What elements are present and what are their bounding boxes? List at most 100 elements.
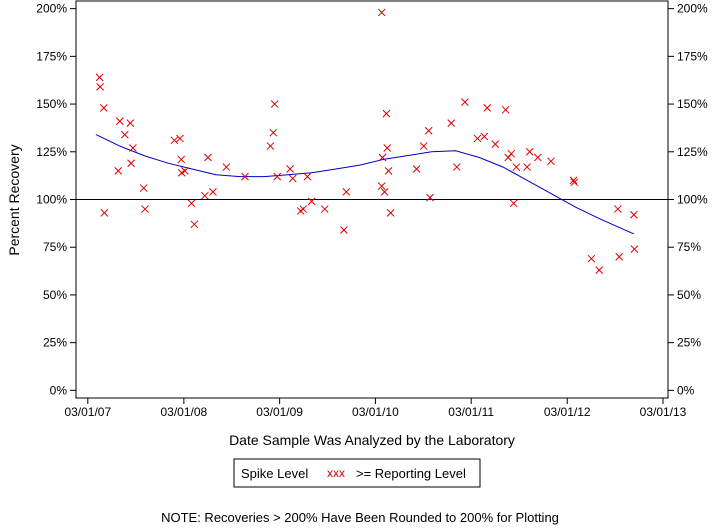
data-point <box>533 153 542 162</box>
y-tick-label-left: 75% <box>43 240 67 254</box>
y-tick-label-right: 25% <box>677 336 701 350</box>
legend: Spike Level xxx >= Reporting Level <box>233 458 481 488</box>
y-axis-left: 0% 25% 50% 75% 100% 125% 150% 175% 200% <box>36 2 76 397</box>
data-point <box>170 136 179 145</box>
data-point <box>99 104 108 112</box>
data-point <box>491 140 500 149</box>
data-point <box>587 254 596 263</box>
data-point <box>569 176 578 185</box>
data-point <box>241 172 249 181</box>
y-tick-label-left: 125% <box>36 145 67 159</box>
y-tick-label-right: 75% <box>677 240 701 254</box>
y-tick-label-right: 150% <box>677 97 708 111</box>
data-points <box>95 8 639 274</box>
data-point <box>426 193 434 202</box>
data-point <box>614 205 622 213</box>
data-point <box>483 104 492 112</box>
y-tick-label-right: 100% <box>677 193 708 207</box>
data-point <box>303 172 312 181</box>
data-point <box>181 167 189 175</box>
data-point <box>383 144 392 152</box>
data-point <box>424 126 433 135</box>
data-point <box>378 153 387 162</box>
data-point <box>114 167 123 175</box>
y-tick-label-right: 0% <box>677 383 695 397</box>
data-point <box>187 199 196 208</box>
data-point <box>382 109 391 118</box>
data-point <box>630 210 638 219</box>
data-point <box>96 83 104 91</box>
data-point <box>525 147 534 156</box>
x-tick-label: 03/01/13 <box>640 405 687 419</box>
x-tick-label: 03/01/12 <box>544 405 591 419</box>
data-point <box>452 163 461 171</box>
data-point <box>377 8 386 17</box>
y-tick-label-left: 50% <box>43 288 67 302</box>
data-point <box>200 191 209 200</box>
data-point <box>380 188 389 196</box>
data-point <box>523 163 531 171</box>
data-point <box>340 226 348 234</box>
data-point <box>480 132 489 141</box>
data-point <box>126 119 135 128</box>
y-tick-label-left: 150% <box>36 97 67 111</box>
data-point <box>139 184 148 192</box>
data-point <box>419 142 428 150</box>
x-tick-label: 03/01/07 <box>64 405 111 419</box>
data-point <box>222 163 231 171</box>
y-tick-label-right: 50% <box>677 288 701 302</box>
data-point <box>512 163 521 171</box>
note: NOTE: Recoveries > 200% Have Been Rounde… <box>161 510 559 525</box>
y-axis-title: Percent Recovery <box>6 144 22 255</box>
data-point <box>412 165 421 173</box>
legend-item-spike-level: Spike Level <box>241 466 308 481</box>
data-point <box>127 159 135 168</box>
y-axis-right: 0% 25% 50% 75% 100% 125% 150% 175% 200% <box>668 2 708 397</box>
x-axis: 03/01/07 03/01/08 03/01/09 03/01/10 03/01/11… <box>64 398 687 419</box>
data-point <box>176 134 184 143</box>
y-tick-label-left: 100% <box>36 193 67 207</box>
x-tick-label: 03/01/08 <box>160 405 207 419</box>
data-point <box>209 188 217 196</box>
data-point <box>377 182 386 190</box>
data-point <box>386 209 395 217</box>
data-point <box>177 155 186 164</box>
x-tick-label: 03/01/11 <box>448 405 494 419</box>
data-point <box>342 188 351 196</box>
data-point <box>141 205 149 213</box>
data-point <box>95 73 104 82</box>
trend-line <box>95 134 635 235</box>
y-tick-label-left: 200% <box>36 2 67 16</box>
data-point <box>501 105 510 114</box>
data-point <box>473 134 482 143</box>
data-point <box>570 178 579 187</box>
data-point <box>286 165 294 173</box>
data-point <box>129 144 137 152</box>
data-point <box>273 172 282 181</box>
data-point <box>509 199 518 208</box>
data-point <box>595 266 604 274</box>
data-point <box>507 149 516 158</box>
x-tick-label: 03/01/10 <box>352 405 399 419</box>
y-tick-label-left: 175% <box>36 49 67 63</box>
data-point <box>307 197 316 206</box>
data-point <box>630 245 639 253</box>
x-axis-title: Date Sample Was Analyzed by the Laborato… <box>229 432 515 448</box>
y-tick-label-left: 0% <box>50 383 68 397</box>
data-point <box>120 130 129 139</box>
data-point <box>100 209 109 217</box>
data-point <box>461 98 469 107</box>
y-tick-label-left: 25% <box>43 336 67 350</box>
y-tick-label-right: 200% <box>677 2 708 16</box>
data-point <box>384 167 393 175</box>
y-tick-label-right: 175% <box>677 49 708 63</box>
data-point <box>190 220 199 229</box>
data-point <box>288 174 297 183</box>
data-point <box>615 252 624 261</box>
legend-item-reporting-level: >= Reporting Level <box>356 466 466 481</box>
data-point <box>266 142 275 150</box>
y-tick-label-right: 125% <box>677 145 708 159</box>
data-point <box>204 153 212 162</box>
data-point <box>270 100 279 108</box>
